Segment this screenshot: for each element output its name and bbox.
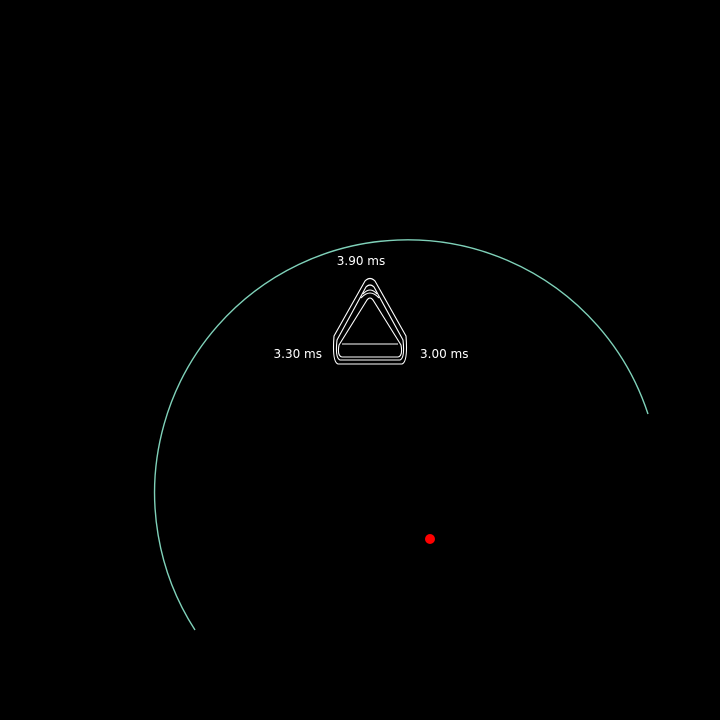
top-delay-label: 3.90 ms — [337, 254, 385, 268]
triangle-group — [332, 277, 408, 365]
right-delay-label: 3.00 ms — [420, 347, 468, 361]
triangle-outline-inner — [337, 297, 403, 358]
center-marker — [425, 534, 435, 544]
triangle-outline-middle — [335, 284, 405, 361]
left-delay-label: 3.30 ms — [274, 347, 322, 361]
triangle-outline-outer — [332, 277, 408, 365]
range-arc — [153, 239, 649, 631]
triangle-top-arc-a — [362, 289, 378, 295]
triangle-top-arc-b — [360, 292, 380, 299]
